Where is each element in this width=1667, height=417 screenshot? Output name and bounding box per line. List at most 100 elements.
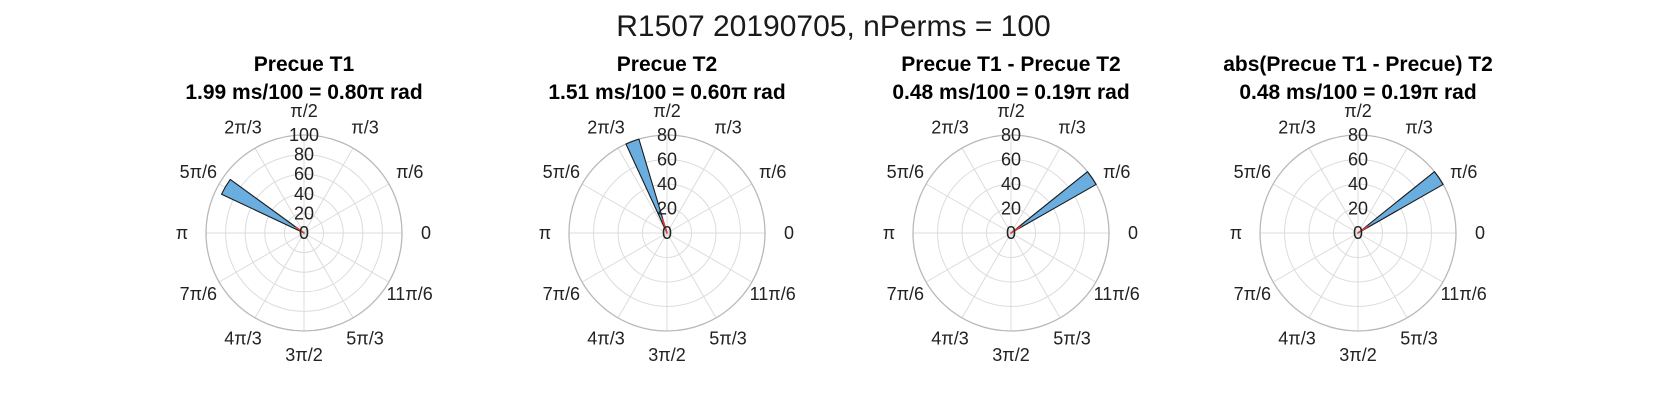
mean-vector-line xyxy=(661,218,668,234)
r-tick-label: 40 xyxy=(1348,174,1368,194)
theta-tick-label: 4π/3 xyxy=(587,329,624,349)
r-tick-label: 80 xyxy=(1348,125,1368,145)
theta-tick-label: 0 xyxy=(1128,223,1138,243)
theta-tick-label: 7π/6 xyxy=(180,284,217,304)
r-tick-label: 0 xyxy=(299,223,309,243)
histogram-bar xyxy=(220,178,305,234)
theta-gridline xyxy=(254,232,305,319)
theta-tick-label: 5π/6 xyxy=(887,162,924,182)
histogram-bar xyxy=(1357,171,1444,234)
theta-tick-label: π/6 xyxy=(1450,162,1477,182)
r-gridline xyxy=(617,183,717,283)
theta-tick-label: 2π/3 xyxy=(931,117,968,137)
theta-tick-label: 11π/6 xyxy=(1094,284,1140,304)
theta-gridline xyxy=(303,147,354,234)
r-gridline xyxy=(264,193,344,273)
theta-tick-label: π/6 xyxy=(759,162,786,182)
theta-tick-label: 0 xyxy=(421,223,431,243)
theta-tick-label: π/6 xyxy=(396,162,423,182)
polar-panel-1: Precue T1 1.99 ms/100 = 0.80π rad 0 20 40 6… xyxy=(124,52,484,412)
r-gridline xyxy=(961,183,1061,283)
r-tick-label: 20 xyxy=(1001,199,1021,219)
theta-tick-label: 7π/6 xyxy=(1234,284,1271,304)
theta-tick-label: π/2 xyxy=(1344,101,1371,121)
r-gridline xyxy=(244,173,364,293)
theta-tick-label: π xyxy=(883,223,895,243)
mean-vector-line xyxy=(295,226,305,234)
theta-tick-label: 0 xyxy=(784,223,794,243)
theta-tick-label: π/6 xyxy=(1103,162,1130,182)
theta-tick-label: π/2 xyxy=(290,101,317,121)
r-tick-label: 60 xyxy=(1001,150,1021,170)
r-gridline xyxy=(1333,208,1383,258)
theta-tick-label: 3π/2 xyxy=(285,345,322,365)
polar-panel-4: abs(Precue T1 - Precue) T2 0.48 ms/100 =… xyxy=(1178,52,1538,412)
outer-circle xyxy=(568,134,766,332)
r-tick-label: 20 xyxy=(294,203,314,223)
r-tick-label: 60 xyxy=(1348,150,1368,170)
r-gridline xyxy=(1284,159,1432,307)
theta-tick-label: π/3 xyxy=(714,117,741,137)
polar-panel-3: Precue T1 - Precue T2 0.48 ms/100 = 0.19… xyxy=(831,52,1191,412)
theta-tick-label: 4π/3 xyxy=(1278,329,1315,349)
theta-tick-label: 3π/2 xyxy=(648,345,685,365)
polar-plot: 0 20 40 60 80 0 π/6 π/3 π/2 2π/3 5π/6 π 7π/6 4π/3 3π/2… xyxy=(883,101,1140,365)
r-gridline xyxy=(283,212,325,254)
theta-tick-label: π xyxy=(176,223,188,243)
panel-subtitle: 1.51 ms/100 = 0.60π rad xyxy=(548,81,786,104)
r-tick-label: 40 xyxy=(1001,174,1021,194)
theta-tick-label: 5π/3 xyxy=(346,329,383,349)
theta-tick-label: π/2 xyxy=(997,101,1024,121)
panel-title: Precue T1 - Precue T2 xyxy=(901,53,1121,76)
theta-tick-label: 5π/6 xyxy=(543,162,580,182)
theta-tick-label: 0 xyxy=(1475,223,1485,243)
r-tick-label: 20 xyxy=(1348,199,1368,219)
theta-tick-label: 2π/3 xyxy=(587,117,624,137)
theta-tick-label: 2π/3 xyxy=(1278,117,1315,137)
theta-tick-label: π/3 xyxy=(1058,117,1085,137)
outer-circle xyxy=(912,134,1110,332)
panel-subtitle: 0.48 ms/100 = 0.19π rad xyxy=(892,81,1130,104)
r-tick-label: 20 xyxy=(657,199,677,219)
panel-title: Precue T1 xyxy=(253,53,355,76)
theta-tick-label: π/3 xyxy=(1405,117,1432,137)
panel-title: Precue T2 xyxy=(616,53,718,76)
r-tick-label: 0 xyxy=(662,223,672,243)
r-gridline xyxy=(225,154,383,312)
r-gridline xyxy=(593,159,741,307)
r-tick-label: 40 xyxy=(294,184,314,204)
outer-circle xyxy=(1259,134,1457,332)
theta-tick-label: π/3 xyxy=(351,117,378,137)
histogram-bar xyxy=(625,138,668,234)
theta-gridline xyxy=(303,232,390,283)
theta-gridline xyxy=(218,232,305,283)
polar-plot: 0 20 40 60 80 0 π/6 π/3 π/2 2π/3 5π/6 π 7π/6 4π/3 3π/2… xyxy=(539,101,796,365)
outer-circle xyxy=(205,134,403,332)
theta-tick-label: 5π/3 xyxy=(1400,329,1437,349)
theta-tick-label: 11π/6 xyxy=(1441,284,1487,304)
theta-gridline xyxy=(303,183,390,234)
r-tick-label: 60 xyxy=(294,164,314,184)
theta-tick-label: π/2 xyxy=(653,101,680,121)
mean-vector-line xyxy=(1357,225,1369,234)
theta-tick-label: 3π/2 xyxy=(1339,345,1376,365)
r-tick-label: 80 xyxy=(657,125,677,145)
theta-tick-label: 3π/2 xyxy=(992,345,1029,365)
r-gridline xyxy=(986,208,1036,258)
r-tick-label: 60 xyxy=(657,150,677,170)
r-tick-label: 80 xyxy=(1001,125,1021,145)
histogram-bar xyxy=(1010,171,1097,234)
theta-tick-label: π xyxy=(1230,223,1242,243)
r-tick-label: 0 xyxy=(1006,223,1016,243)
theta-tick-label: 11π/6 xyxy=(750,284,796,304)
theta-tick-label: 5π/3 xyxy=(709,329,746,349)
panel-subtitle: 1.99 ms/100 = 0.80π rad xyxy=(185,81,423,104)
figure-title: R1507 20190705, nPerms = 100 xyxy=(616,10,1051,43)
mean-vector-line xyxy=(1010,225,1022,234)
theta-gridline xyxy=(303,232,354,319)
panel-title: abs(Precue T1 - Precue) T2 xyxy=(1223,53,1493,76)
r-tick-label: 100 xyxy=(289,125,319,145)
theta-tick-label: 5π/6 xyxy=(1234,162,1271,182)
theta-tick-label: 7π/6 xyxy=(887,284,924,304)
r-tick-label: 80 xyxy=(294,145,314,165)
